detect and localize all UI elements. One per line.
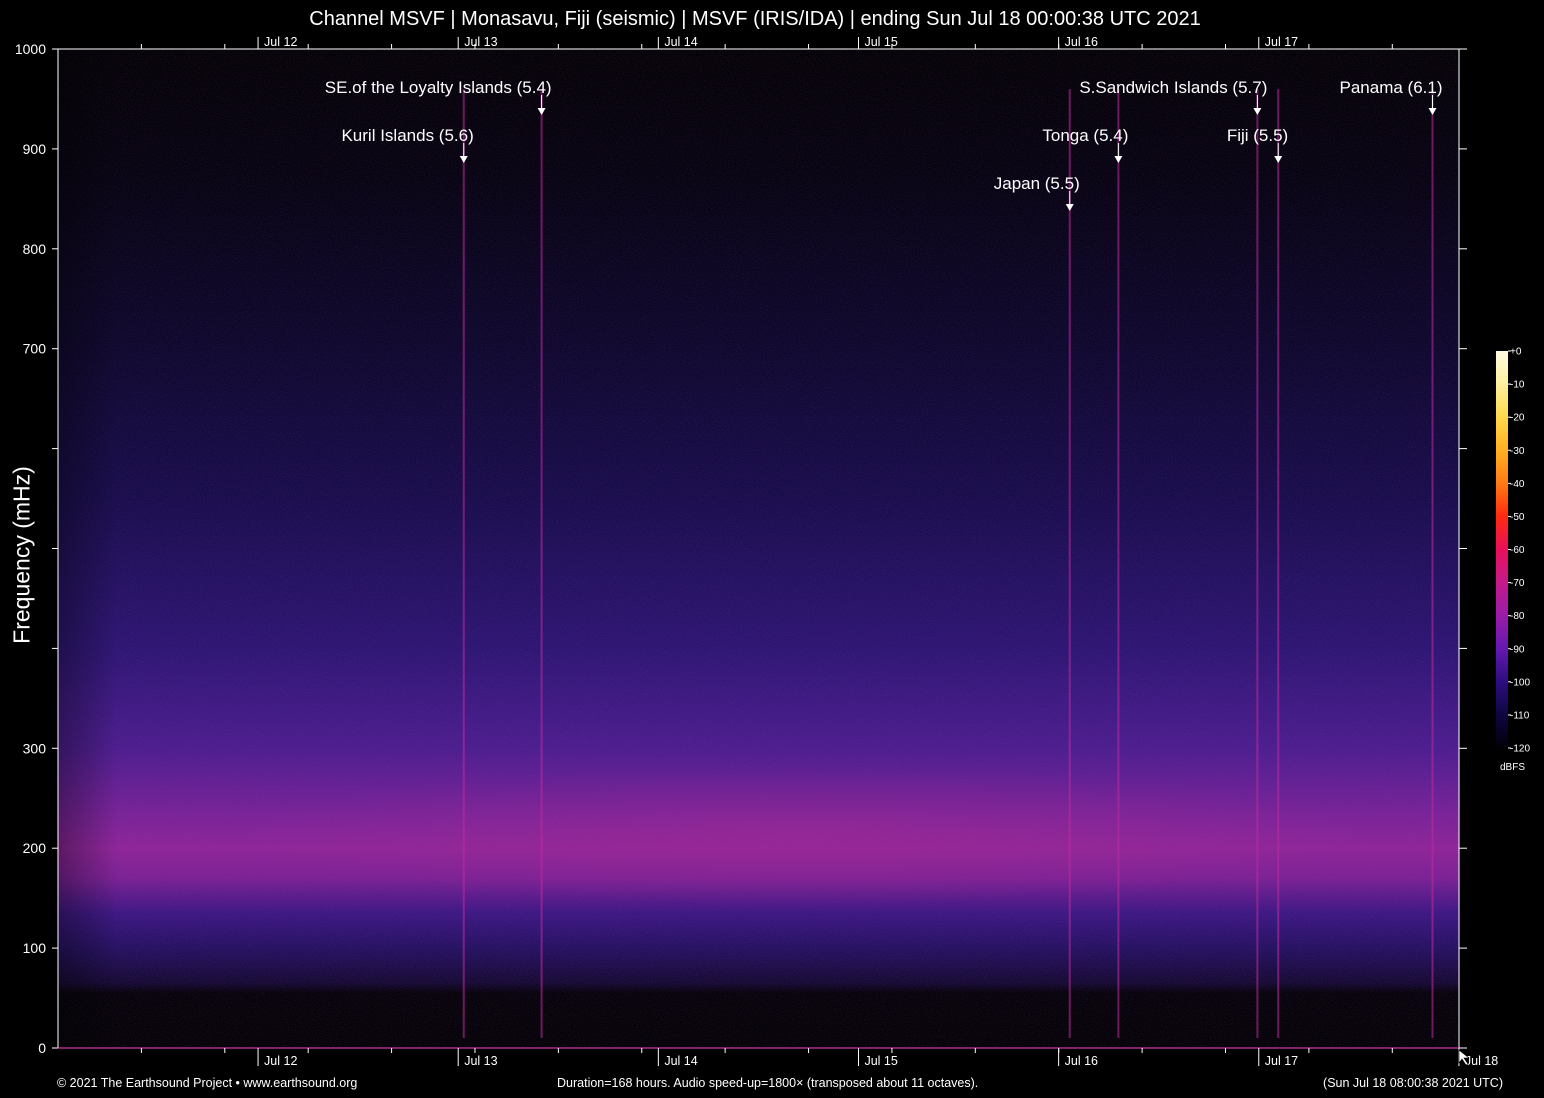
cursor-icon [1458, 1049, 1470, 1066]
colorbar-tick-label: -20 [1510, 413, 1525, 424]
colorbar-tick-label: -90 [1510, 644, 1525, 655]
event-arrow-head [1114, 156, 1123, 163]
y-tick-label: 1000 [15, 41, 46, 57]
plot-area [58, 49, 1459, 1048]
colorbar-tick-label: -80 [1510, 611, 1525, 622]
colorbar-unit: dBFS [1500, 762, 1526, 773]
x-top-tick-label: Jul 17 [1265, 35, 1298, 49]
x-tick-label: Jul 13 [464, 1054, 497, 1068]
colorbar-tick-label: -110 [1510, 710, 1530, 721]
footer-local-time: (Sun Jul 18 08:00:38 2021 UTC) [1323, 1076, 1503, 1090]
x-tick-label: Jul 12 [264, 1054, 297, 1068]
y-tick-label: 800 [23, 241, 47, 257]
colorbar-tick-label: -120 [1510, 744, 1530, 755]
y-axis-title: Frequency (mHz) [8, 466, 35, 644]
x-top-tick-label: Jul 13 [464, 35, 497, 49]
colorbar-tick-label: -70 [1510, 578, 1525, 589]
x-tick-label: Jul 17 [1265, 1054, 1298, 1068]
event-arrow-head [1428, 108, 1437, 115]
event-label: SE.of the Loyalty Islands (5.4) [325, 78, 552, 97]
y-tick-label: 900 [23, 141, 47, 157]
footer-copyright: © 2021 The Earthsound Project • www.eart… [57, 1076, 358, 1090]
event-label: Kuril Islands (5.6) [341, 126, 473, 145]
x-tick-label: Jul 16 [1065, 1054, 1098, 1068]
y-tick-label: 200 [23, 840, 47, 856]
event-label: Fiji (5.5) [1227, 126, 1288, 145]
colorbar-tick-label: -60 [1510, 545, 1525, 556]
x-tick-label: Jul 18 [1465, 1054, 1498, 1068]
colorbar-tick-label: +0 [1510, 347, 1522, 358]
x-top-tick-label: Jul 12 [264, 35, 297, 49]
chart-title: Channel MSVF | Monasavu, Fiji (seismic) … [309, 8, 1201, 30]
x-tick-label: Jul 15 [864, 1054, 897, 1068]
colorbar-tick-label: -30 [1510, 446, 1525, 457]
event-label: Tonga (5.4) [1042, 126, 1128, 145]
y-tick-label: 700 [23, 341, 47, 357]
event-arrow-head [1065, 204, 1074, 211]
event-arrow-head [537, 108, 546, 115]
colorbar-tick-label: -10 [1510, 380, 1525, 391]
event-arrow-head [459, 156, 468, 163]
event-arrow-head [1253, 108, 1262, 115]
colorbar-tick-label: -100 [1510, 677, 1530, 688]
x-tick-label: Jul 14 [664, 1054, 697, 1068]
x-top-tick-label: Jul 14 [664, 35, 697, 49]
event-label: S.Sandwich Islands (5.7) [1079, 78, 1267, 97]
event-label: Japan (5.5) [994, 174, 1080, 193]
colorbar-tick-label: -50 [1510, 512, 1525, 523]
event-arrow-head [1274, 156, 1283, 163]
footer-duration: Duration=168 hours. Audio speed-up=1800×… [557, 1076, 979, 1090]
event-label: Panama (6.1) [1340, 78, 1443, 97]
colorbar-tick-label: -40 [1510, 479, 1525, 490]
y-tick-label: 0 [38, 1040, 46, 1056]
x-top-tick-label: Jul 16 [1065, 35, 1098, 49]
colorbar-gradient [1496, 351, 1508, 748]
y-tick-label: 100 [23, 940, 47, 956]
y-tick-label: 300 [23, 740, 47, 756]
x-top-tick-label: Jul 15 [864, 35, 897, 49]
